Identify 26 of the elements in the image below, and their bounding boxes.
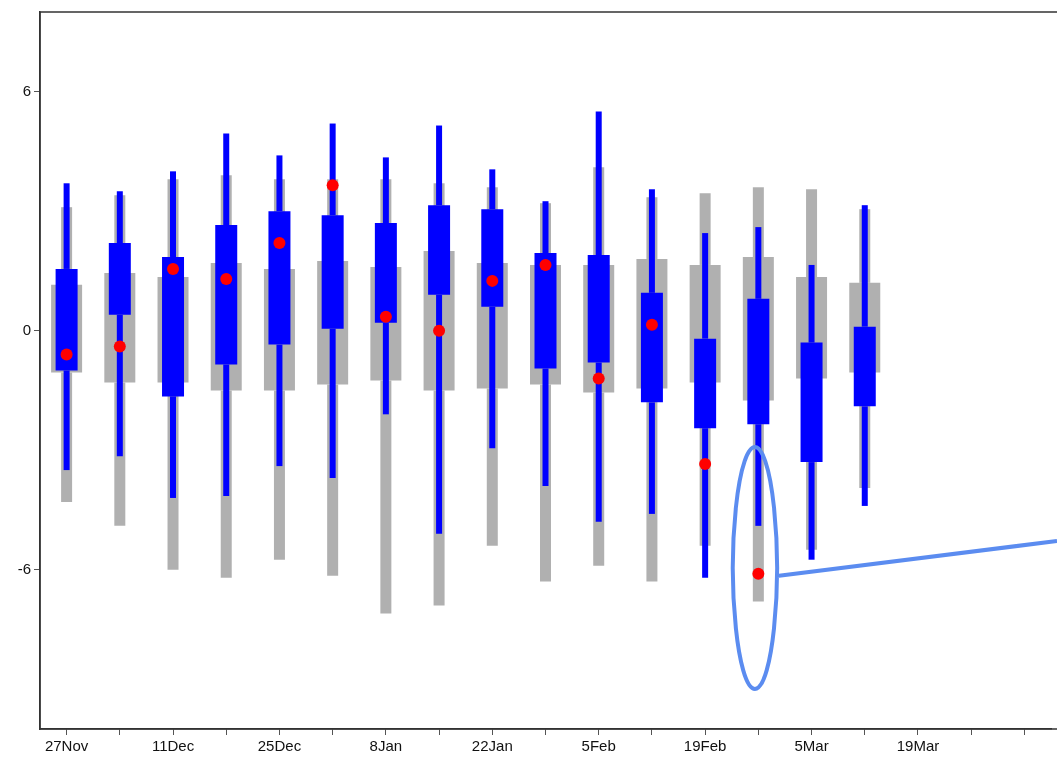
x-tick-label: 5Mar — [794, 737, 829, 755]
y-tick-label: 0 — [22, 320, 31, 338]
y-tick-label: 6 — [22, 81, 31, 99]
point — [433, 324, 446, 337]
x-tick-label: 19Mar — [896, 737, 940, 755]
x-tick-label: 25Dec — [257, 737, 302, 755]
point — [220, 272, 233, 285]
x-tick-label: 27Nov — [44, 737, 89, 755]
y-tick-label: -6 — [17, 559, 31, 577]
x-tick-label: 22Jan — [471, 737, 513, 755]
point — [539, 258, 552, 271]
point — [592, 372, 605, 385]
x-tick-label: 8Jan — [369, 737, 403, 755]
point — [645, 318, 658, 331]
x-tick-label: 5Feb — [581, 737, 616, 755]
x-tick-label: 19Feb — [683, 737, 727, 755]
point — [60, 348, 73, 361]
point — [167, 262, 180, 275]
point — [326, 179, 339, 192]
point — [699, 458, 712, 471]
point — [273, 237, 286, 250]
point — [113, 340, 126, 353]
point — [379, 310, 392, 323]
x-tick-label: 11Dec — [151, 737, 195, 755]
point — [752, 567, 765, 580]
point — [486, 274, 499, 287]
